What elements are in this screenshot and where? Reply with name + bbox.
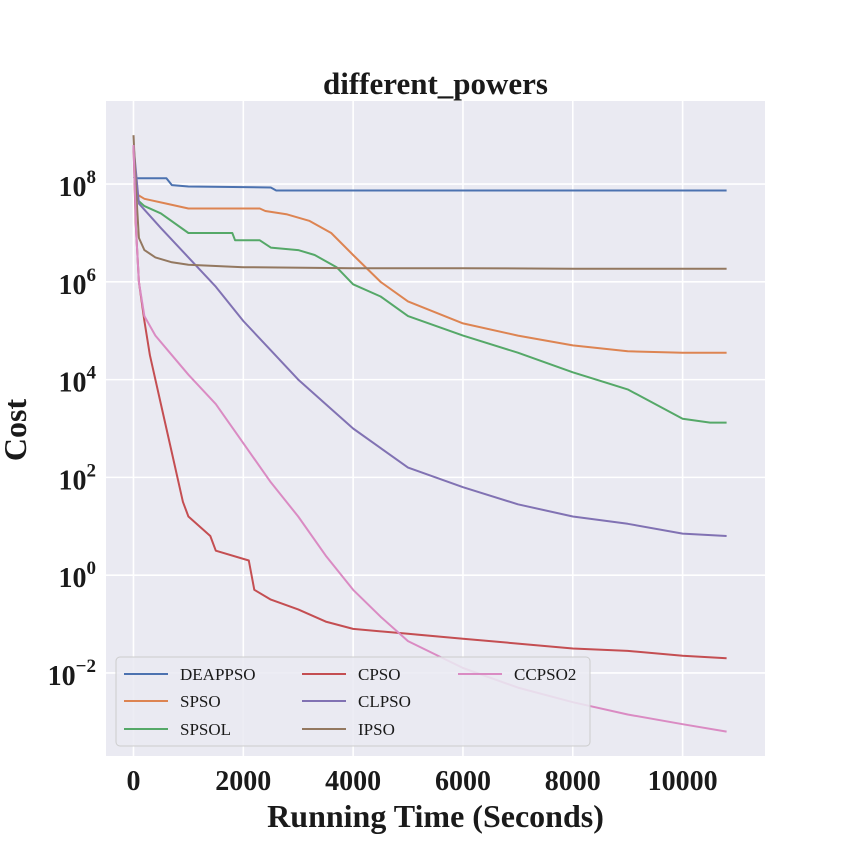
x-tick-label: 8000: [545, 766, 601, 797]
y-tick-label: 10−2: [48, 656, 96, 692]
y-tick-base: 10: [59, 465, 87, 496]
y-tick-label: 102: [59, 460, 97, 496]
y-tick-exponent: 6: [87, 265, 97, 286]
legend-label-spso: SPSO: [180, 692, 221, 711]
x-axis-label: Running Time (Seconds): [267, 798, 604, 834]
y-tick-base: 10: [48, 661, 76, 692]
chart-title: different_powers: [323, 66, 548, 101]
y-tick-exponent: 2: [87, 460, 97, 481]
series-line-clpso: [132, 144, 727, 537]
legend-box: [115, 656, 591, 747]
legend-label-cpso: CPSO: [358, 665, 401, 684]
y-tick-label: 104: [59, 363, 97, 399]
series-line-spso: [132, 144, 727, 354]
x-tick-label: 2000: [215, 766, 271, 797]
y-tick-label: 108: [59, 167, 97, 203]
y-tick-base: 10: [59, 563, 87, 594]
y-tick-exponent: 0: [87, 558, 97, 579]
series-line-cpso: [132, 144, 727, 660]
x-tick-labels: 0 2000 4000 6000 8000 10000: [126, 766, 717, 797]
y-tick-base: 10: [59, 172, 87, 203]
legend-label-clpso: CLPSO: [358, 692, 411, 711]
series-line-deappso: [133, 175, 727, 192]
plot-background: [106, 101, 765, 756]
x-tick-label: 0: [126, 766, 140, 797]
y-tick-label: 106: [59, 265, 97, 301]
legend: DEAPPSO SPSO SPSOL CPSO CLPSO IPSO CCPSO2: [115, 656, 591, 747]
y-axis-label: Cost: [0, 399, 33, 462]
series-line-ipso: [132, 135, 727, 270]
x-tick-label: 10000: [648, 766, 718, 797]
legend-label-spsol: SPSOL: [180, 720, 231, 739]
y-tick-exponent: 4: [87, 363, 97, 384]
x-tick-label: 4000: [325, 766, 381, 797]
legend-label-deappso: DEAPPSO: [180, 665, 256, 684]
series-line-spsol: [132, 144, 727, 424]
legend-label-ipso: IPSO: [358, 720, 395, 739]
y-tick-label: 100: [59, 558, 97, 594]
y-tick-exponent: 8: [87, 167, 97, 188]
y-tick-exponent: −2: [76, 656, 96, 677]
y-tick-base: 10: [59, 368, 87, 399]
legend-label-ccpso2: CCPSO2: [514, 665, 576, 684]
y-tick-base: 10: [59, 270, 87, 301]
x-tick-label: 6000: [435, 766, 491, 797]
